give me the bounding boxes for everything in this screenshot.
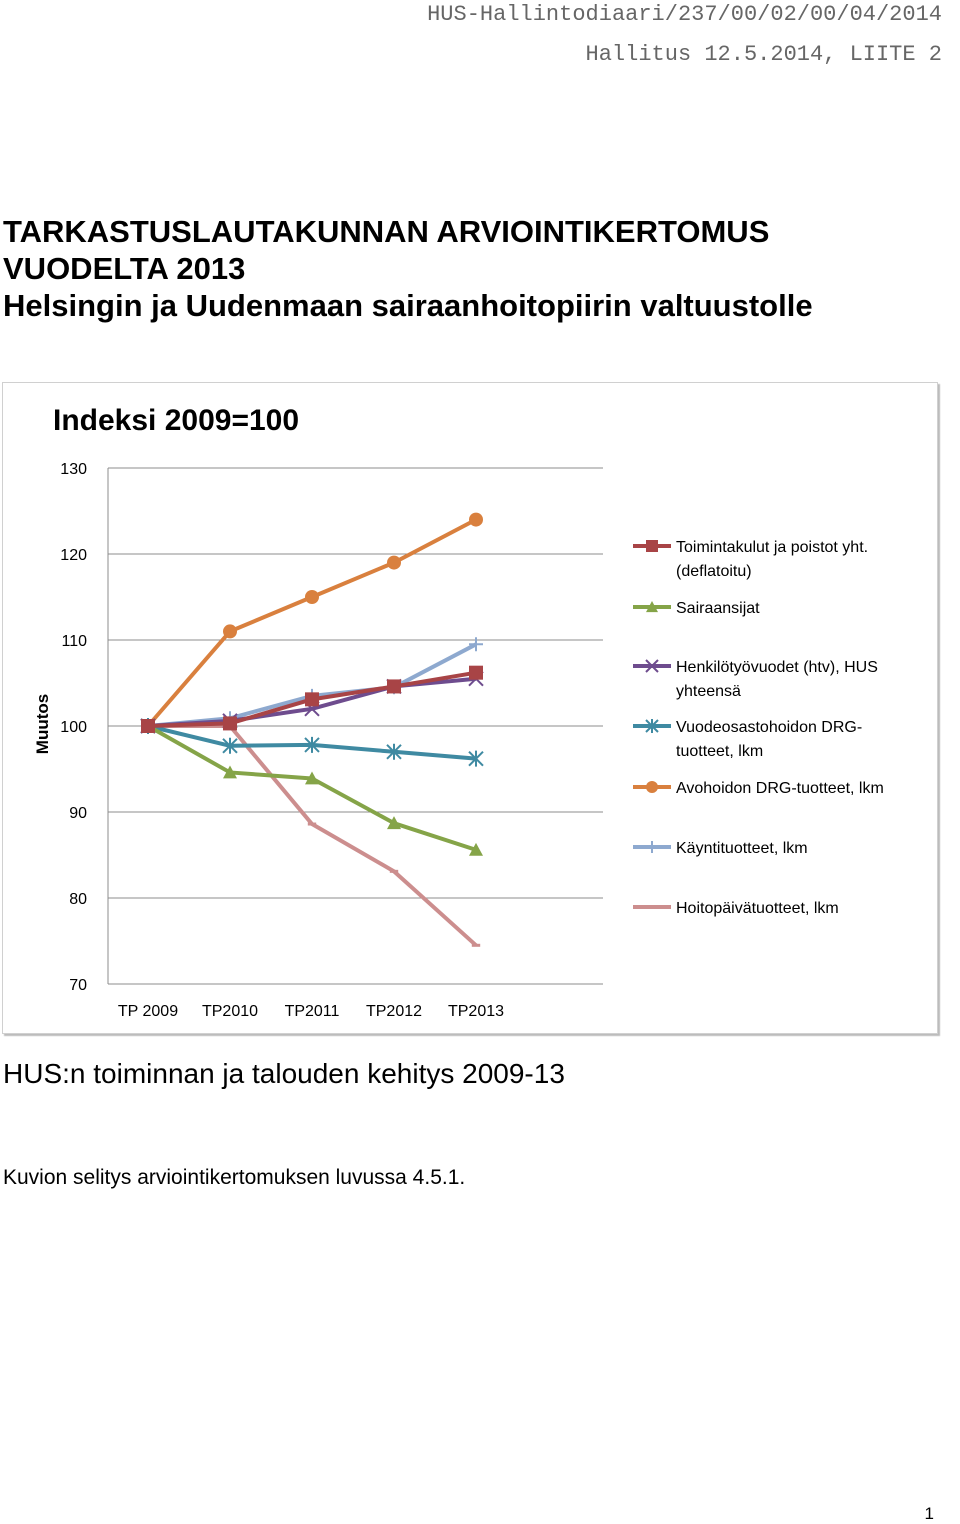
data-point [141, 719, 155, 733]
legend-marker [646, 781, 658, 793]
legend-item: Vuodeosastohoidon DRG-tuotteet, lkm [633, 719, 862, 760]
data-point [222, 737, 238, 754]
x-tick-label: TP2012 [366, 1003, 422, 1020]
report-title-line-2: VUODELTA 2013 [3, 251, 246, 286]
legend-label: (deflatoitu) [676, 563, 752, 580]
data-point [305, 692, 319, 707]
y-tick-label: 80 [69, 891, 87, 908]
data-point [305, 590, 319, 604]
line-chart: Indeksi 2009=100 Muutos 70 80 90 100 110 120 1… [33, 404, 884, 1020]
legend-label: Sairaansijat [676, 600, 760, 617]
legend-label: Henkilötyövuodet (htv), HUS [676, 659, 878, 676]
data-point [387, 555, 401, 570]
series-square [141, 665, 483, 733]
page-number: 1 [924, 1504, 934, 1523]
figure-note: Kuvion selitys arviointikertomuksen luvu… [3, 1166, 466, 1189]
x-tick-label: TP2011 [285, 1003, 340, 1020]
legend-item: Hoitopäivätuotteet, lkm [633, 900, 839, 917]
chart-title: Indeksi 2009=100 [53, 404, 299, 437]
legend-label: Vuodeosastohoidon DRG- [676, 719, 862, 736]
axes: 70 80 90 100 110 120 130 TP 2009 TP2010 TP2011 TP2… [60, 461, 603, 1020]
series-plus [141, 637, 483, 733]
meeting-reference: Hallitus 12.5.2014, LIITE 2 [585, 42, 942, 67]
data-point [305, 771, 319, 785]
y-tick-label: 130 [60, 461, 87, 478]
data-point [387, 816, 401, 830]
report-title-line-1: TARKASTUSLAUTAKUNNAN ARVIOINTIKERTOMUS [3, 214, 770, 249]
data-point [469, 637, 483, 652]
report-subtitle: Helsingin ja Uudenmaan sairaanhoitopiiri… [3, 288, 813, 323]
y-tick-label: 110 [61, 633, 87, 650]
data-point [223, 716, 237, 731]
legend-marker [645, 719, 659, 733]
y-tick-label: 100 [60, 719, 87, 736]
legend-marker [646, 540, 658, 552]
legend-item: Toimintakulut ja poistot yht. (deflatoitu… [633, 539, 868, 580]
chart-frame: Indeksi 2009=100 Muutos 70 80 90 100 110 120 1… [2, 382, 938, 1034]
legend-marker [645, 659, 659, 673]
series-lines [140, 512, 484, 947]
data-point [469, 842, 483, 856]
figure-caption: HUS:n toiminnan ja talouden kehitys 2009… [3, 1058, 565, 1089]
legend-item: Henkilötyövuodet (htv), HUS yhteensä [633, 659, 878, 700]
legend-label: Toimintakulut ja poistot yht. [676, 539, 868, 556]
legend-item: Avohoidon DRG-tuotteet, lkm [633, 780, 884, 797]
data-point [469, 512, 483, 527]
y-tick-label: 90 [69, 805, 87, 822]
x-tick-label: TP2010 [202, 1003, 258, 1020]
document-reference: HUS-Hallintodiaari/237/00/02/00/04/2014 [427, 2, 942, 27]
data-point [223, 765, 237, 779]
data-point [387, 679, 401, 694]
legend-label: Käyntituotteet, lkm [676, 840, 808, 857]
y-tick-label: 120 [60, 547, 87, 564]
data-point [386, 743, 402, 760]
y-axis-label: Muutos [33, 694, 52, 754]
legend-marker [646, 601, 658, 613]
x-tick-label: TP2013 [448, 1003, 504, 1020]
legend-item: Käyntituotteet, lkm [633, 840, 808, 857]
y-tick-label: 70 [69, 977, 87, 994]
legend-item: Sairaansijat [633, 600, 760, 617]
legend: Toimintakulut ja poistot yht. (deflatoitu… [633, 539, 884, 917]
legend-label: yhteensä [676, 683, 741, 700]
data-point [469, 665, 483, 680]
legend-marker [646, 841, 658, 853]
data-point [304, 736, 320, 753]
x-tick-label: TP 2009 [118, 1003, 178, 1020]
legend-label: tuotteet, lkm [676, 743, 763, 760]
data-point [223, 624, 237, 639]
legend-label: Avohoidon DRG-tuotteet, lkm [676, 780, 884, 797]
legend-label: Hoitopäivätuotteet, lkm [676, 900, 839, 917]
data-point [468, 750, 484, 767]
